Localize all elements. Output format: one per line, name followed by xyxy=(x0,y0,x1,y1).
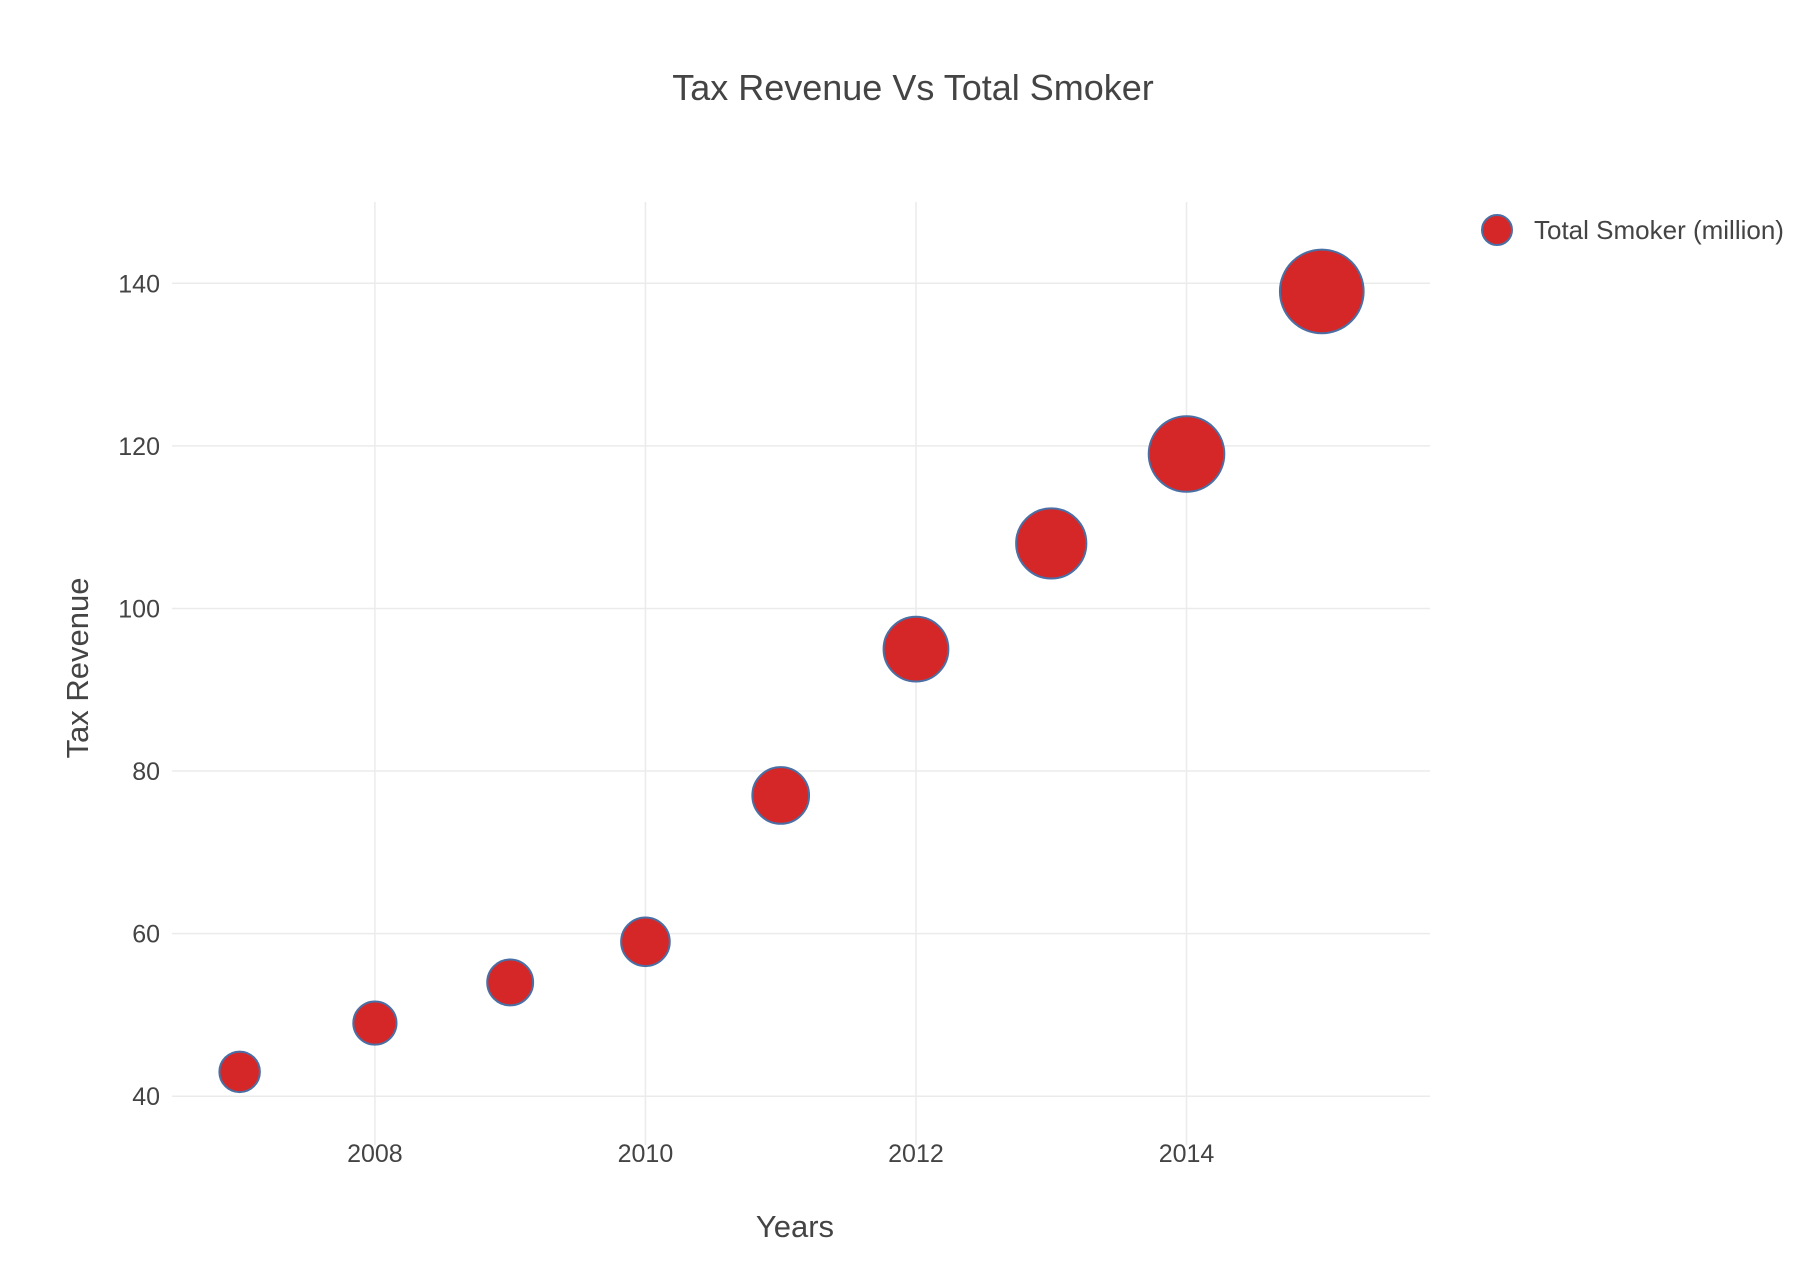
bubble-point xyxy=(1278,248,1365,335)
legend[interactable]: Total Smoker (million) xyxy=(1481,214,1784,246)
x-tick-label: 2012 xyxy=(888,1140,944,1168)
y-tick-label: 140 xyxy=(118,270,160,298)
x-tick-label: 2014 xyxy=(1159,1140,1215,1168)
x-tick-label: 2010 xyxy=(618,1140,674,1168)
legend-label: Total Smoker (million) xyxy=(1534,215,1784,245)
bubble-point xyxy=(751,766,811,825)
x-tick-label: 2008 xyxy=(347,1140,403,1168)
y-tick-label: 120 xyxy=(118,433,160,461)
legend-marker xyxy=(1481,214,1513,246)
bubble-point xyxy=(1147,415,1226,493)
x-axis-title: Years xyxy=(756,1209,834,1244)
bubble-point xyxy=(882,615,950,683)
bubble-point xyxy=(1015,507,1088,580)
y-axis-title: Tax Revenue xyxy=(60,578,95,759)
y-tick-label: 80 xyxy=(132,758,160,786)
y-tick-label: 60 xyxy=(132,921,160,949)
bubble-point xyxy=(486,958,535,1007)
chart-title: Tax Revenue Vs Total Smoker xyxy=(672,67,1154,108)
y-tick-label: 40 xyxy=(132,1083,160,1111)
bubble-point xyxy=(620,916,671,968)
bubble-layer xyxy=(218,248,1365,1094)
bubble-point xyxy=(352,1000,398,1046)
bubble-point xyxy=(218,1050,261,1094)
y-tick-label: 100 xyxy=(118,595,160,623)
tick-label-layer: 2008 2010 2012 2014 40 60 80 100 120 140 xyxy=(118,270,1214,1168)
